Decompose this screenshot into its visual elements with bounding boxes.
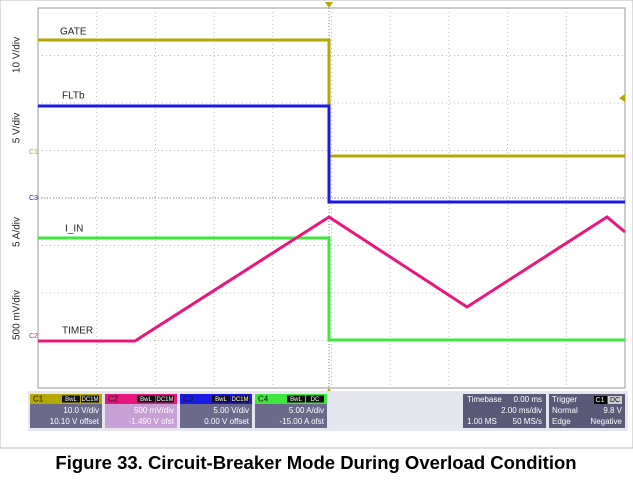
gate-trace	[38, 38, 625, 158]
channel-scale: 10.0 V/div	[63, 406, 99, 415]
channel-tag-text: DC1M	[231, 397, 248, 403]
timer-trace	[38, 215, 626, 343]
trigger-coupling: DC	[610, 397, 620, 404]
channel-tag-text: BwL	[65, 397, 77, 403]
channel-tag	[306, 395, 324, 403]
channel-marker: C3	[29, 195, 38, 202]
channel-offset: 0.00 V offset	[204, 417, 250, 426]
channel-tag	[81, 395, 99, 403]
channel-tag	[231, 395, 249, 403]
timebase-box: Timebase 0.00 ms 2.00 ms/div 1.00 MS 50 …	[463, 394, 546, 428]
channel-tag	[287, 395, 305, 403]
trace-label: FLTb	[62, 91, 85, 102]
timebase-delay: 0.00 ms	[514, 395, 542, 404]
trigger-marker	[325, 2, 333, 8]
timebase-rate: 50 MS/s	[513, 417, 542, 426]
caption: Figure 33. Circuit-Breaker Mode During O…	[55, 452, 576, 473]
channel-scale: 5.00 A/div	[289, 406, 324, 415]
channel-offset: -1.490 V ofst	[129, 417, 175, 426]
channel-scale: 5.00 V/div	[213, 406, 249, 415]
trace-label: GATE	[60, 27, 87, 38]
scale-label: 10 V/div	[12, 37, 23, 73]
channel-tag-text: BwL	[215, 397, 227, 403]
iin-trace	[38, 236, 625, 342]
trigger-type: Edge	[552, 417, 571, 426]
channel-tag	[212, 395, 230, 403]
channel-name: C3	[183, 395, 194, 404]
channel-tag-text: DC1M	[156, 397, 173, 403]
scale-label: 500 mV/div	[12, 290, 23, 340]
channel-boxes: C1 BwL DC1M 10.0 V/div 10.10 V offset C2 BwL DC…	[30, 394, 327, 428]
channel-name: C1	[33, 395, 44, 404]
channel-marker: C2	[29, 333, 38, 340]
channel-offset: -15.00 A ofst	[280, 417, 325, 426]
channel-tag-text: DC	[311, 397, 320, 403]
trigger-level: 9.8 V	[603, 406, 622, 415]
timebase-samples: 1.00 MS	[467, 417, 497, 426]
timebase-title: Timebase	[467, 395, 502, 404]
channel-tag	[137, 395, 155, 403]
trigger-source: C1	[596, 397, 605, 404]
channel-scale: 500 mV/div	[134, 406, 174, 415]
channel-tag	[156, 395, 174, 403]
channel-offset: 10.10 V offset	[50, 417, 100, 426]
trace-label: TIMER	[62, 326, 93, 337]
scale-label: 5 V/div	[12, 113, 23, 144]
trace-label: I_IN	[65, 224, 83, 235]
trigger-mode: Normal	[552, 406, 578, 415]
channel-marker: C1	[29, 149, 38, 156]
level-marker	[619, 94, 625, 102]
trigger-title: Trigger	[552, 395, 577, 404]
grid	[38, 8, 625, 388]
channel-tag-text: BwL	[290, 397, 302, 403]
channel-name: C4	[258, 395, 269, 404]
channel-tag-text: BwL	[140, 397, 152, 403]
channel-tag-text: DC1M	[81, 397, 98, 403]
trigger-slope: Negative	[590, 417, 622, 426]
trigger-box: Trigger C1 DC Normal 9.8 V Edge Negative	[549, 394, 625, 428]
timebase-scale: 2.00 ms/div	[501, 406, 542, 415]
fltb-trace	[38, 104, 625, 204]
scale-label: 5 A/div	[12, 217, 23, 247]
channel-tag	[62, 395, 80, 403]
channel-name: C2	[108, 395, 119, 404]
